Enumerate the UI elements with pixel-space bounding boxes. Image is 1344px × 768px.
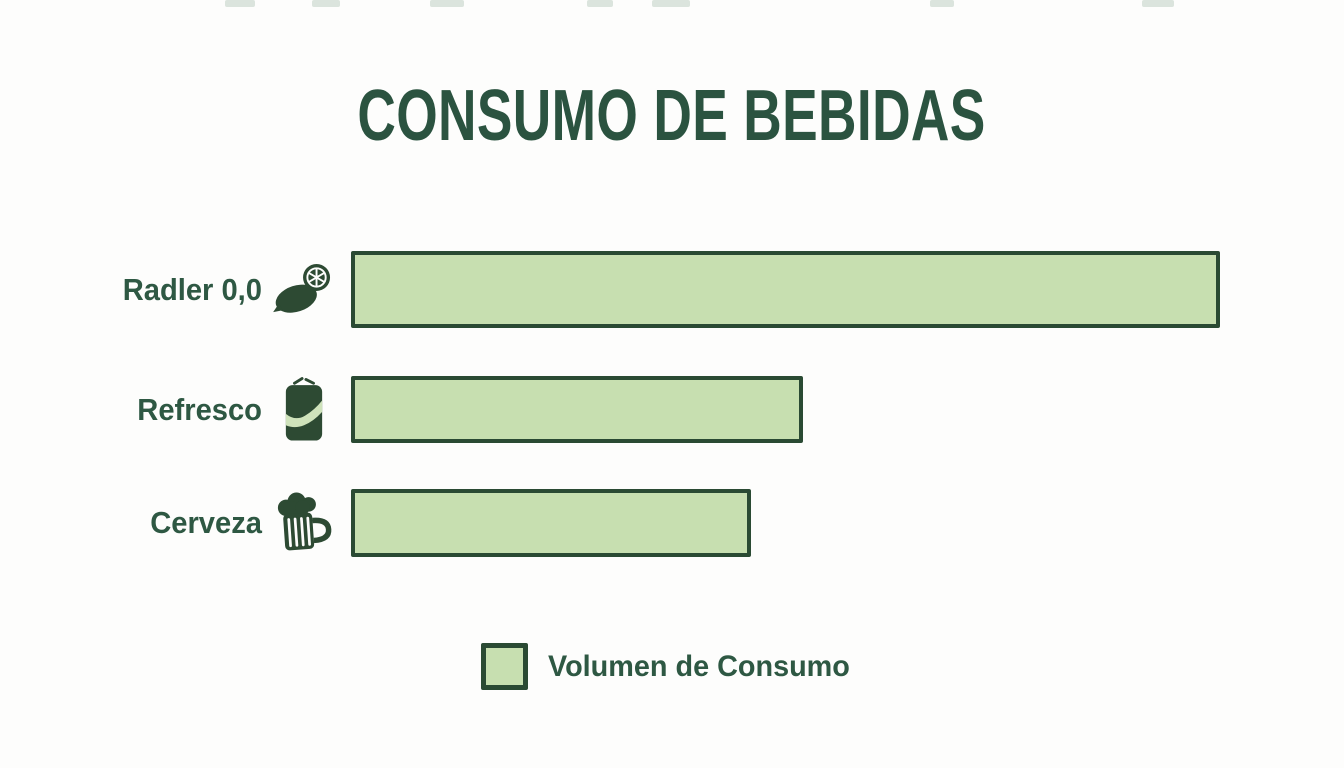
category-label-radler: Radler 0,0	[122, 271, 263, 307]
bar-cerveza	[351, 489, 751, 557]
bar-radler	[351, 251, 1220, 328]
legend-label: Volumen de Consumo	[548, 649, 851, 683]
bar-row-cerveza: Cerveza	[0, 489, 1344, 557]
legend-swatch	[481, 643, 529, 690]
artifact-mark	[587, 0, 613, 7]
soda-can-icon	[264, 376, 344, 443]
bar-track-cerveza	[351, 489, 1220, 557]
category-label-cerveza: Cerveza	[150, 505, 262, 540]
category-label-refresco: Refresco	[137, 391, 262, 427]
artifact-mark	[1142, 0, 1174, 7]
bar-track-refresco	[351, 376, 1220, 443]
legend: Volumen de Consumo	[0, 643, 1344, 690]
bar-track-radler	[351, 251, 1220, 328]
artifact-mark	[225, 0, 255, 7]
bar-refresco	[351, 376, 803, 443]
beer-mug-icon	[264, 489, 344, 557]
chart-title: CONSUMO DE BEBIDAS	[0, 80, 1344, 152]
bar-row-radler: Radler 0,0	[0, 251, 1344, 328]
artifact-mark	[312, 0, 340, 7]
artifact-mark	[930, 0, 954, 7]
lemon-icon	[264, 251, 344, 328]
bar-row-refresco: Refresco	[0, 376, 1344, 443]
artifact-mark	[430, 0, 464, 7]
artifact-mark	[652, 0, 690, 7]
chart-title-text: CONSUMO DE BEBIDAS	[357, 76, 987, 156]
